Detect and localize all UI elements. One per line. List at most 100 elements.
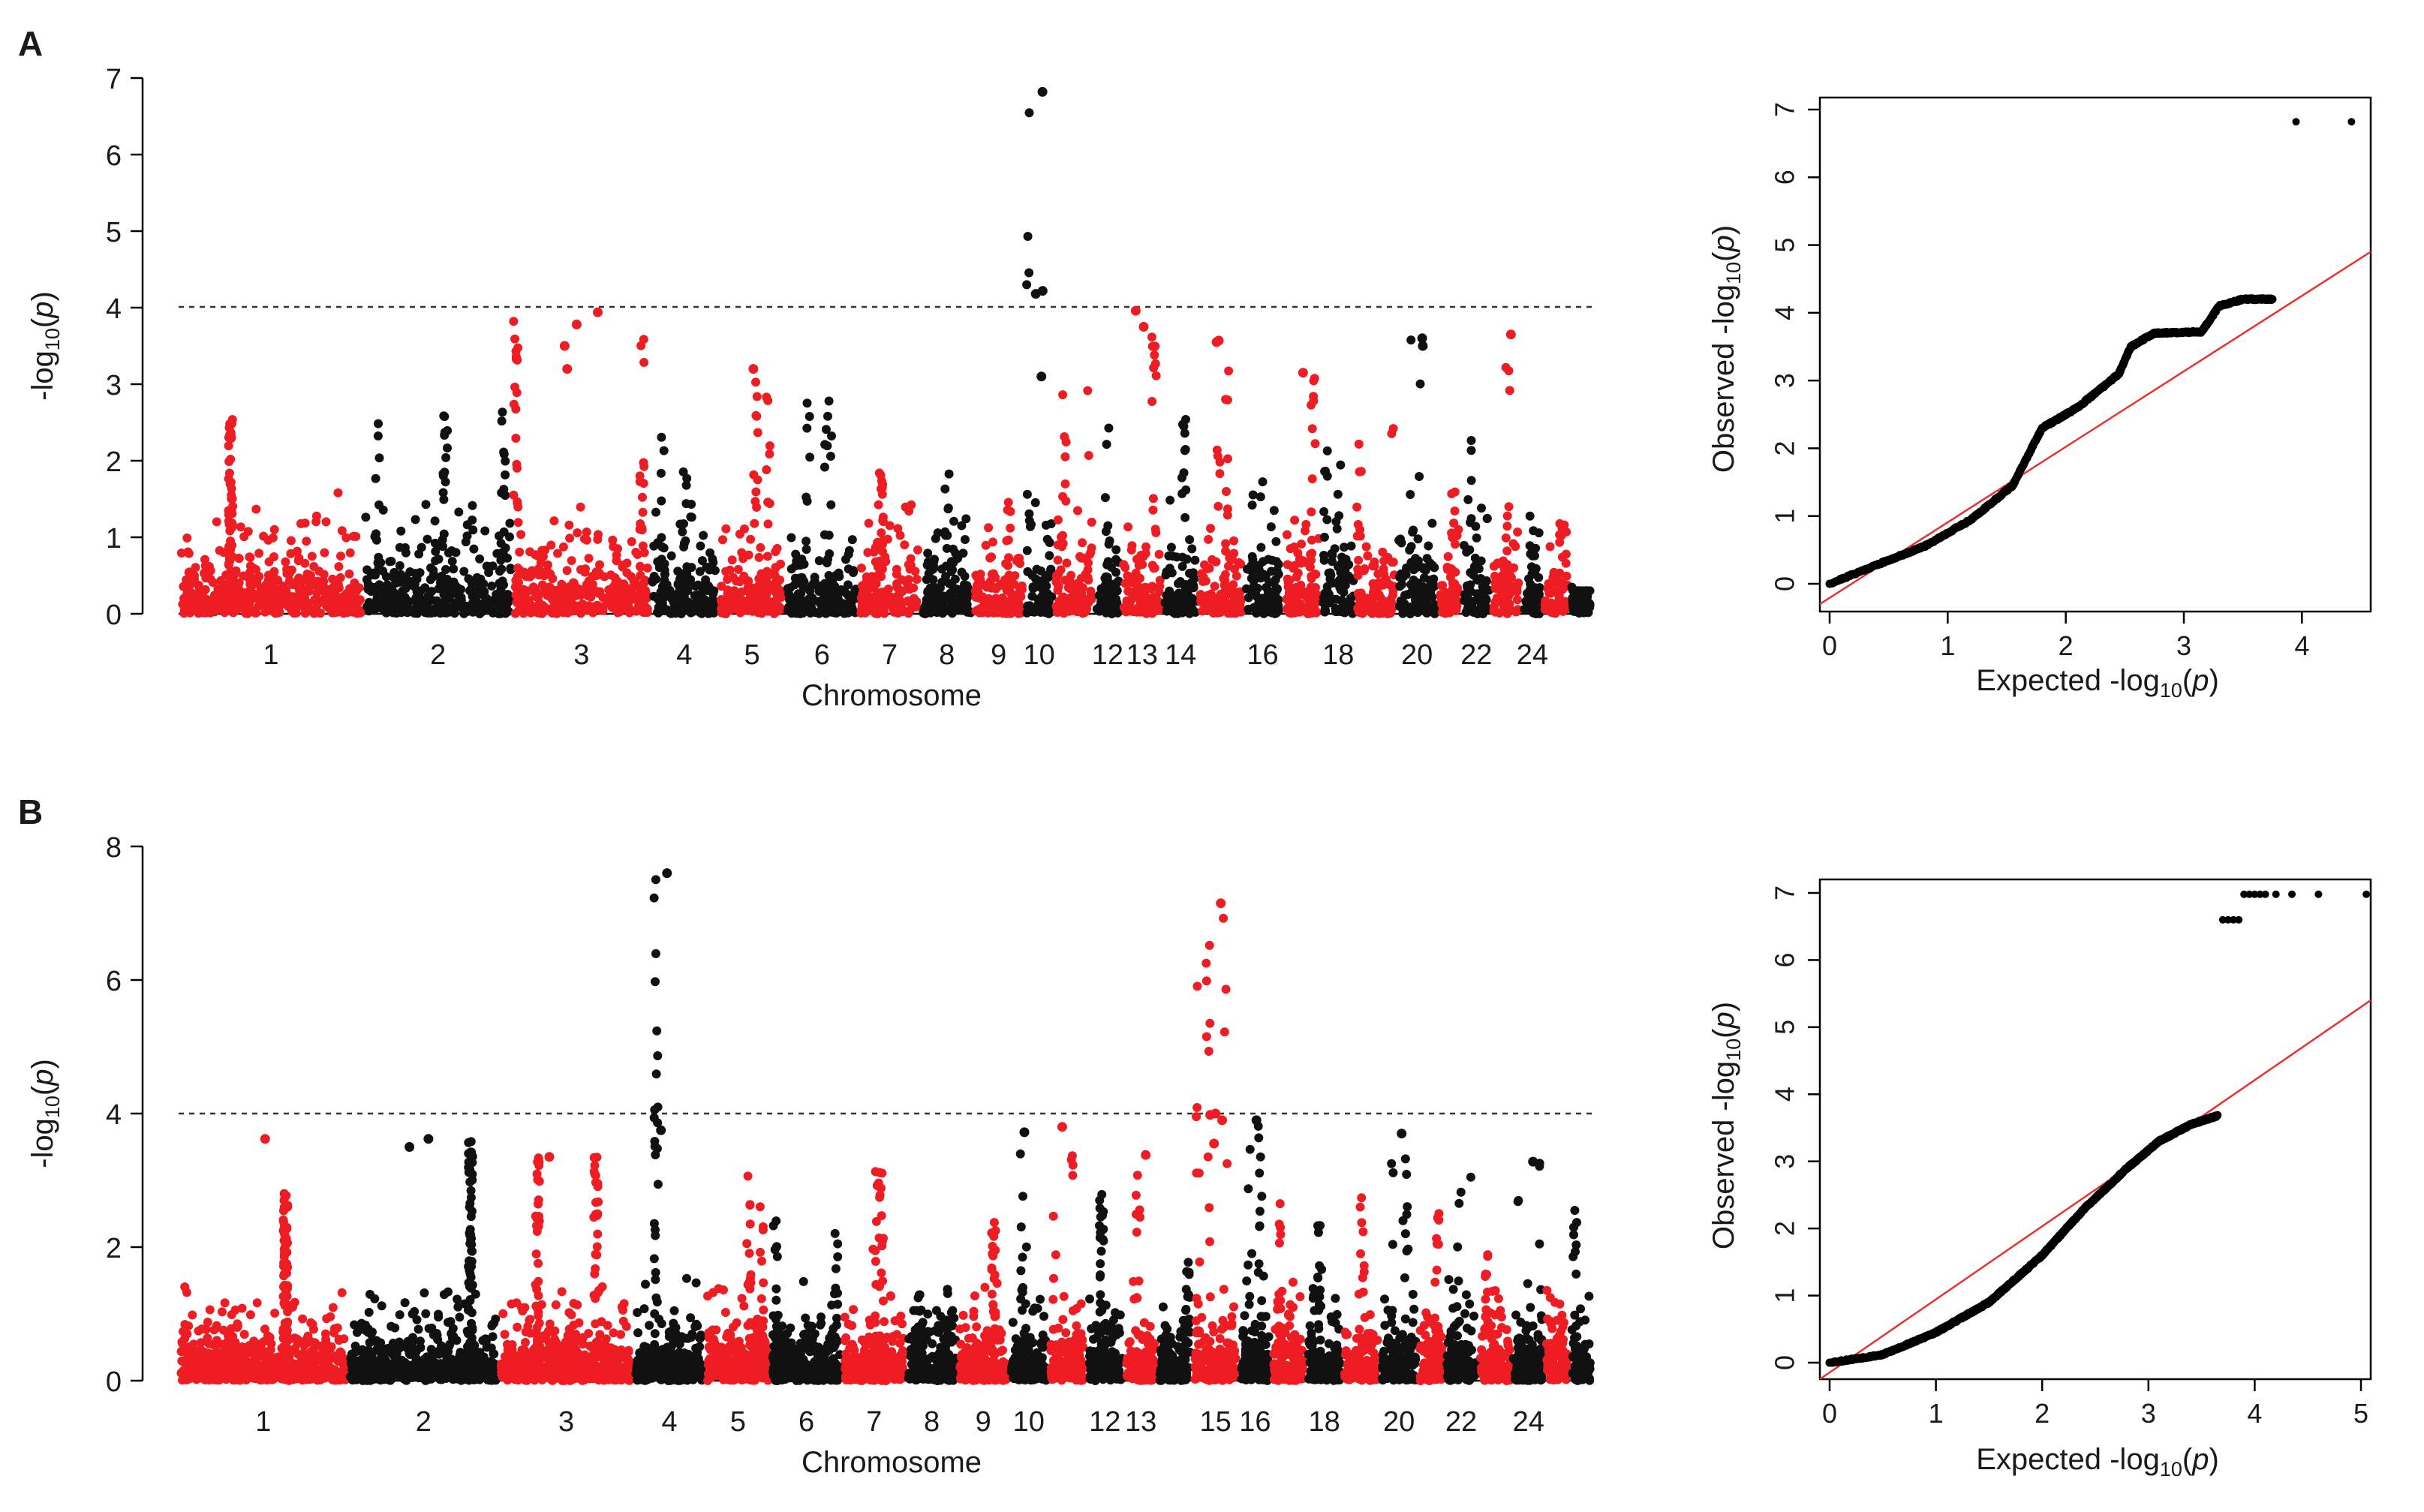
snp-point [1321,606,1331,616]
snp-point [639,335,648,344]
snp-point [893,609,903,618]
snp-point [182,534,192,543]
manhattan-a-y-label-main: -log [26,350,59,401]
snp-point [227,484,236,494]
snp-point [1450,591,1460,600]
snp-point [718,535,727,545]
snp-point [1502,546,1512,556]
snp-point [213,585,223,594]
snp-point [416,586,426,596]
manhattan-a-y-label-var: p [26,302,59,319]
snp-point [588,604,597,614]
snp-point [831,604,841,614]
snp-point [1102,573,1112,582]
snp-point [456,593,465,603]
snp-point [765,441,774,451]
snp-point [786,533,796,543]
snp-point [752,503,762,512]
snp-point [480,526,490,536]
snp-point [1024,108,1034,118]
snp-point [531,602,541,612]
snp-point [302,537,311,546]
snp-point [1301,519,1311,529]
snp-point [519,597,529,607]
snp-point [225,602,235,612]
snp-point [949,544,958,554]
snp-point [380,606,389,615]
snp-point [639,479,648,488]
snp-point [597,606,606,615]
qq-a-frame [1818,96,2372,613]
snp-point [1555,537,1565,547]
top-hit-point [748,364,759,374]
snp-point [371,473,380,483]
snp-point [1042,573,1051,583]
snp-point [1409,565,1418,575]
snp-point [656,468,666,478]
snp-point [1379,556,1389,566]
snp-point [412,574,422,584]
snp-point [765,598,775,608]
snp-point [1368,561,1378,571]
snp-point [1185,535,1195,545]
snp-point [334,1336,344,1345]
snp-point [441,565,450,574]
qq-a-y-label-sub: 10 [1722,262,1745,284]
snp-point [1180,446,1189,455]
snp-point [345,548,355,558]
snp-point [552,609,562,618]
snp-point [440,428,450,437]
snp-point [478,606,488,616]
snp-point [696,541,705,551]
snp-point [300,558,310,568]
snp-point [733,564,743,574]
snp-point [227,494,237,503]
snp-point [1319,598,1328,608]
snp-point [823,558,832,568]
snp-point [202,594,211,604]
snp-point [1502,522,1512,531]
snp-point [868,572,877,582]
snp-point [497,416,507,426]
snp-point [923,549,933,558]
snp-point [404,597,414,606]
snp-point [1354,555,1364,565]
snp-point [1413,578,1423,588]
snp-point [631,606,641,616]
snp-point [892,599,901,609]
snp-point [1138,560,1147,570]
snp-point [976,570,985,579]
snp-point [675,519,685,529]
manhattan-a-x-ticks: 1 2 3 4 5 6 7 8 9 10 12 13 14 16 18 20 22 24 [263,639,1548,671]
snp-point [1076,553,1086,563]
top-hit-point [1138,322,1149,332]
snp-point [294,573,304,583]
snp-point [624,586,633,596]
snp-point [214,597,224,606]
snp-point [245,552,254,562]
snp-point [844,580,853,590]
snp-point [509,399,519,409]
snp-point [377,585,387,594]
snp-point [1553,600,1563,609]
snp-point [1322,471,1332,481]
y-tick-label: 4 [106,293,122,325]
snp-point [697,556,707,566]
snp-point [690,591,699,600]
snp-point [1356,467,1366,476]
snp-point [1466,446,1476,455]
snp-point [735,608,745,618]
snp-point [802,423,812,433]
snp-point [792,556,801,566]
snp-point [1283,530,1292,540]
snp-point [227,1310,236,1319]
snp-point [1520,604,1529,614]
chromosome-tick-label: 2 [430,639,446,671]
snp-point [1311,583,1320,592]
snp-point [1555,519,1565,528]
snp-point [755,586,765,596]
snp-point [874,468,884,478]
y-tick-label: 8 [106,832,122,864]
snp-point [1107,603,1117,613]
